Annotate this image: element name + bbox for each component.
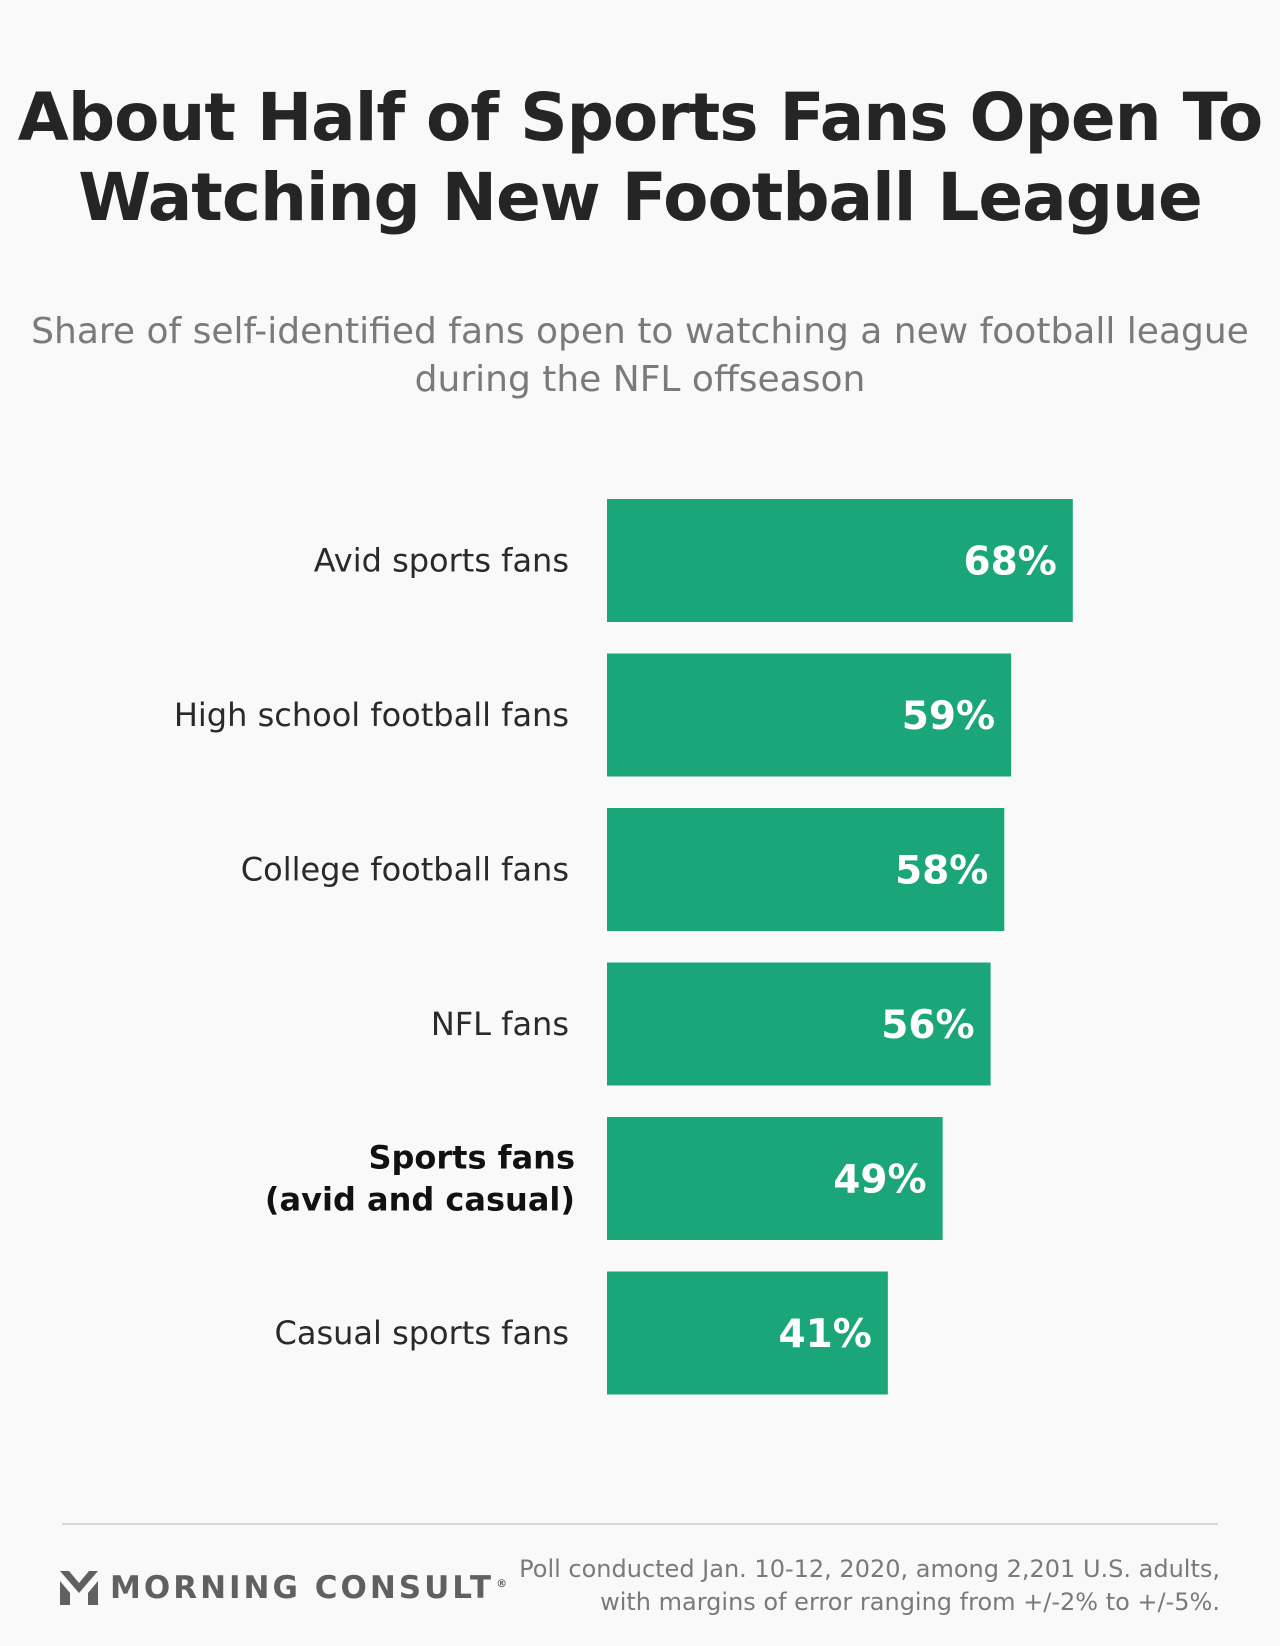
category-label-line: Avid sports fans (314, 542, 569, 580)
chart-subtitle: Share of self-identified fans open to wa… (31, 311, 1249, 400)
bar (607, 1271, 888, 1395)
registered-mark: ® (496, 1576, 511, 1590)
source-note: Poll conducted Jan. 10-12, 2020, among 2… (519, 1555, 1220, 1616)
category-label-line: Sports fans (368, 1139, 575, 1177)
category-label: Sports fans (avid and casual) (265, 1139, 575, 1219)
category-label-line: Casual sports fans (274, 1314, 569, 1352)
category-label: College football fans (241, 851, 569, 889)
footer-divider (62, 1523, 1218, 1525)
category-label-line: High school football fans (174, 696, 569, 734)
bar-value-label: 59% (902, 694, 995, 739)
bar (607, 653, 1012, 777)
category-label-line: College football fans (241, 851, 569, 889)
bar (607, 1117, 943, 1240)
bar (607, 499, 1073, 622)
bar (607, 962, 991, 1086)
morning-consult-m-icon (60, 1571, 98, 1605)
brand-name: MORNING CONSULT ® (110, 1570, 510, 1606)
category-label: NFL fans (431, 1005, 569, 1043)
category-label: Casual sports fans (274, 1314, 569, 1352)
bar-value-label: 68% (963, 540, 1056, 585)
brand-logo: MORNING CONSULT ® (60, 1568, 510, 1608)
category-label: High school football fans (174, 696, 569, 734)
category-label: Avid sports fans (314, 542, 569, 580)
bar-value-label: 49% (833, 1158, 926, 1203)
brand-name-text: MORNING CONSULT (110, 1570, 495, 1606)
bar-value-label: 56% (881, 1003, 974, 1048)
chart-title: About Half of Sports Fans Open To Watchi… (17, 79, 1263, 236)
bar (607, 808, 1005, 931)
bar-value-label: 58% (895, 849, 988, 894)
category-label-line: (avid and casual) (265, 1181, 575, 1219)
category-label-line: NFL fans (431, 1005, 569, 1043)
bar-value-label: 41% (778, 1312, 871, 1357)
